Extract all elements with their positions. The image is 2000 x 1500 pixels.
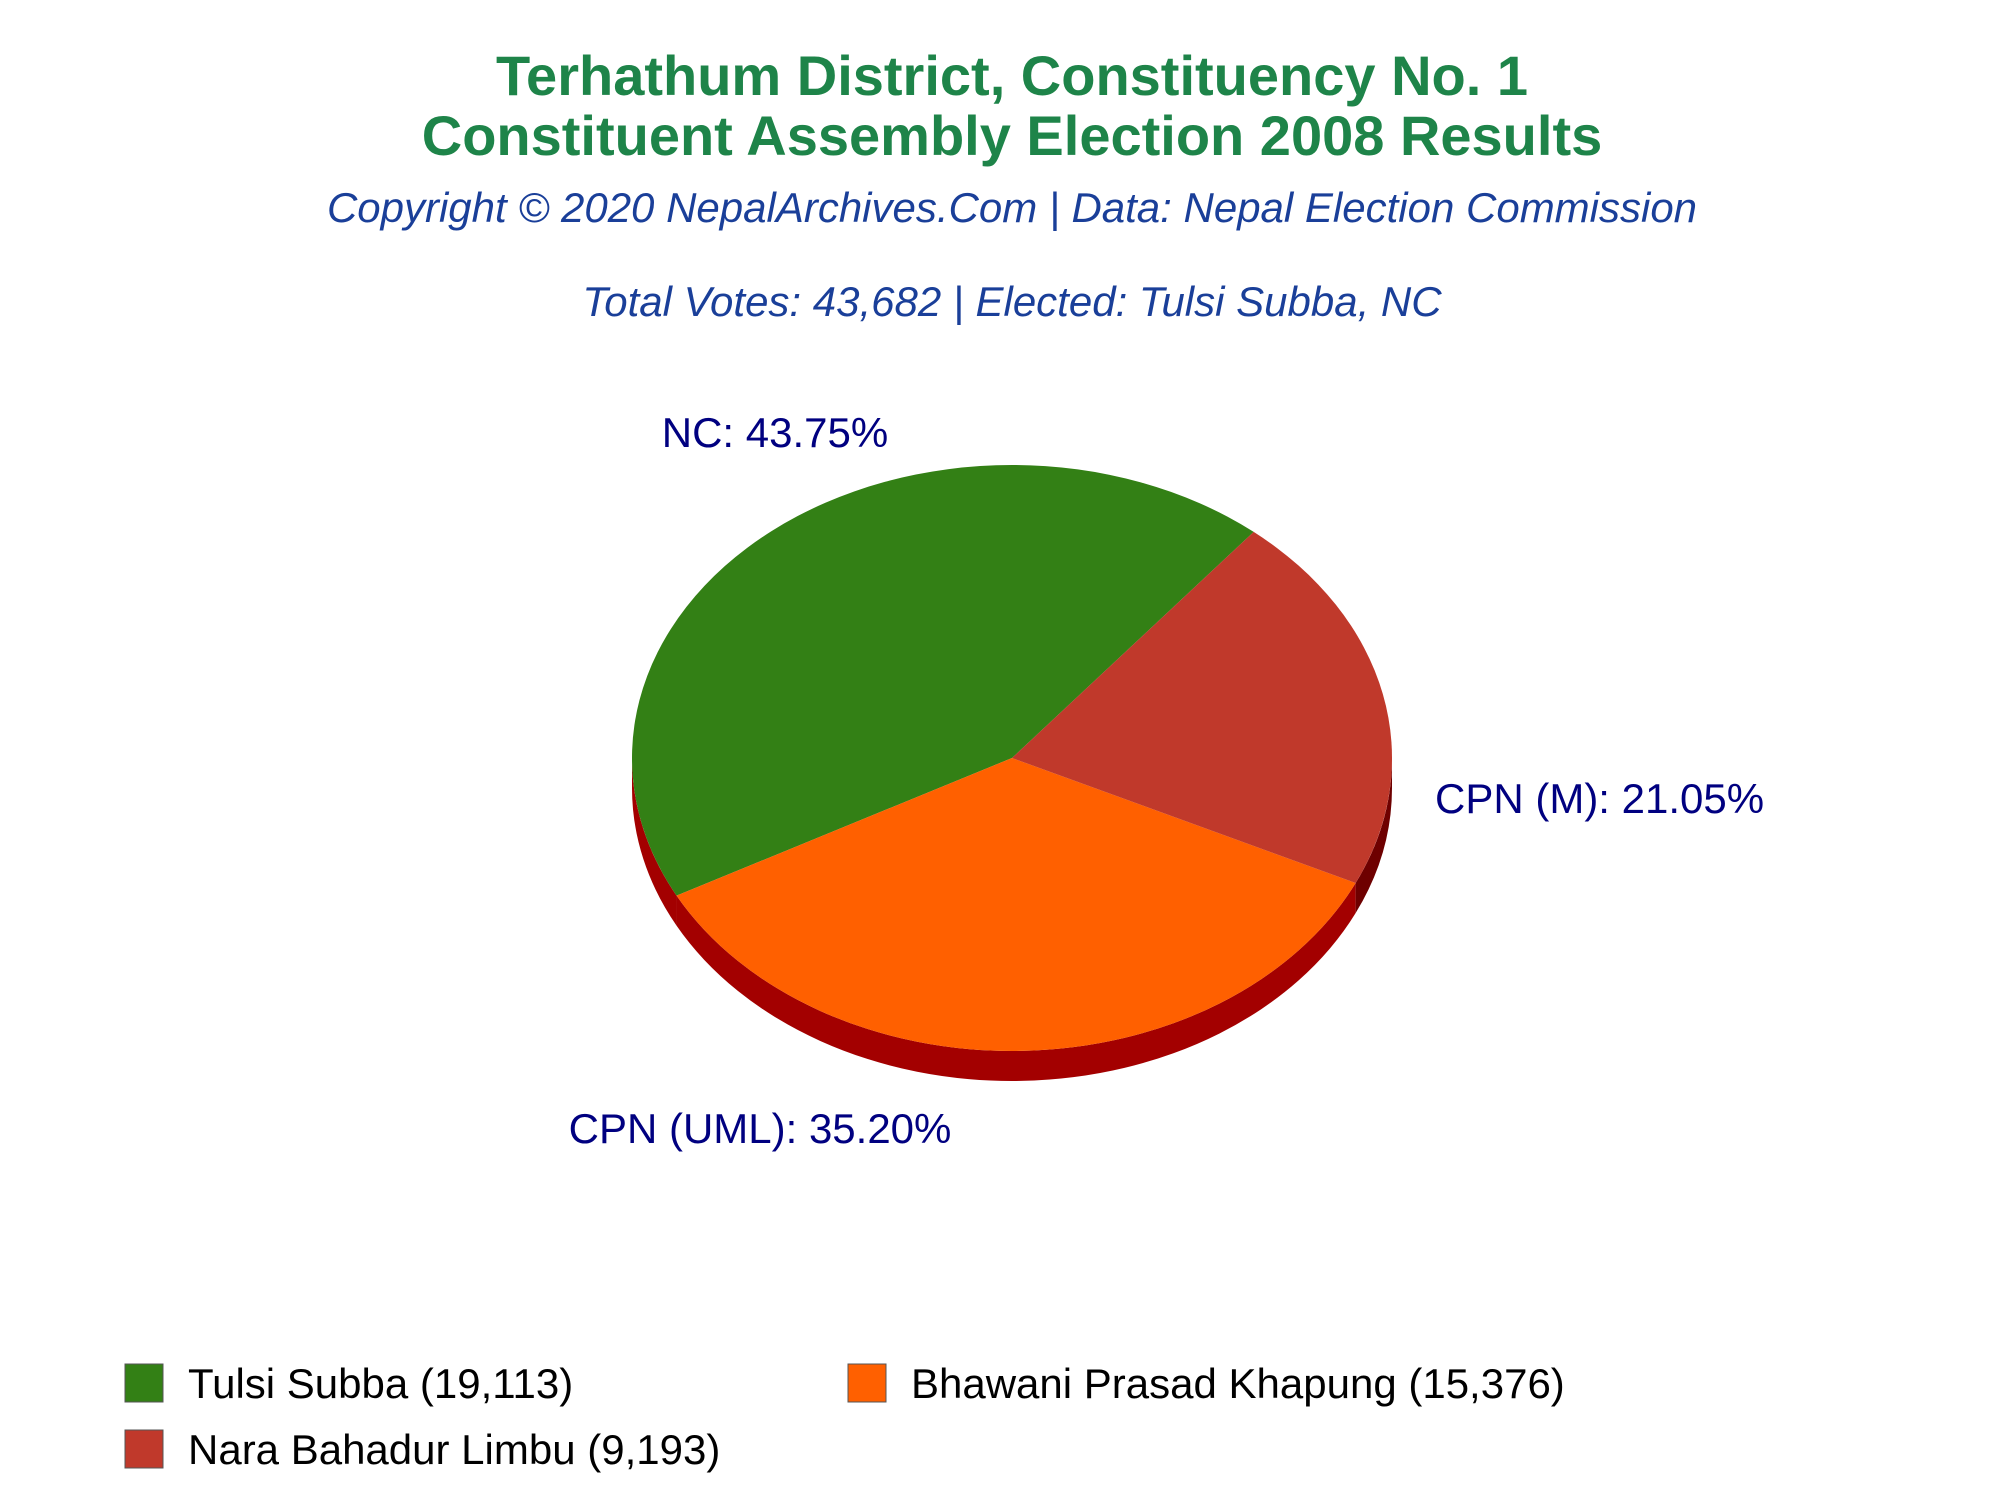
legend-nara-bahadur-limbu-label: Nara Bahadur Limbu (9,193)	[188, 1426, 720, 1473]
slice-nc	[632, 465, 1254, 896]
side-cpn-uml	[676, 883, 1356, 1081]
legend-tulsi-subba: Tulsi Subba (19,113)	[124, 1360, 573, 1407]
slice-cpn-uml	[676, 758, 1356, 1051]
chart-title: Terhathum District, Constituency No. 1	[496, 44, 1528, 107]
chart-title-line2: Constituent Assembly Election 2008 Resul…	[422, 104, 1602, 167]
legend-bhawani-prasad-khapung: Bhawani Prasad Khapung (15,376)	[847, 1360, 1565, 1407]
legend-tulsi-subba-label: Tulsi Subba (19,113)	[188, 1360, 573, 1407]
side-nc	[632, 758, 677, 926]
legend: Tulsi Subba (19,113) Bhawani Prasad Khapu…	[124, 1360, 1565, 1473]
pie-side-group	[632, 758, 1392, 1081]
label-cpn-uml: CPN (UML): 35.20%	[569, 1105, 952, 1152]
legend-nara-bahadur-limbu: Nara Bahadur Limbu (9,193)	[124, 1426, 720, 1473]
slice-labels-group: NC: 43.75% CPN (UML): 35.20% CPN (M): 21.0…	[569, 409, 1764, 1152]
side-cpn-m-1	[1355, 758, 1392, 914]
chart-subtitle: Copyright © 2020 NepalArchives.Com | Dat…	[327, 184, 1697, 232]
pie-slices-group	[632, 465, 1392, 1051]
legend-nara-bahadur-limbu-swatch	[124, 1429, 164, 1469]
legend-tulsi-subba-swatch	[124, 1363, 164, 1403]
legend-bhawani-prasad-khapung-swatch	[847, 1363, 887, 1403]
legend-bhawani-prasad-khapung-label: Bhawani Prasad Khapung (15,376)	[911, 1360, 1565, 1407]
slice-cpn-m	[1012, 531, 1392, 884]
label-nc: NC: 43.75%	[662, 409, 888, 456]
chart-subtitle-votes: Total Votes: 43,682 | Elected: Tulsi Sub…	[582, 278, 1442, 326]
label-cpn-m: CPN (M): 21.05%	[1435, 775, 1764, 822]
